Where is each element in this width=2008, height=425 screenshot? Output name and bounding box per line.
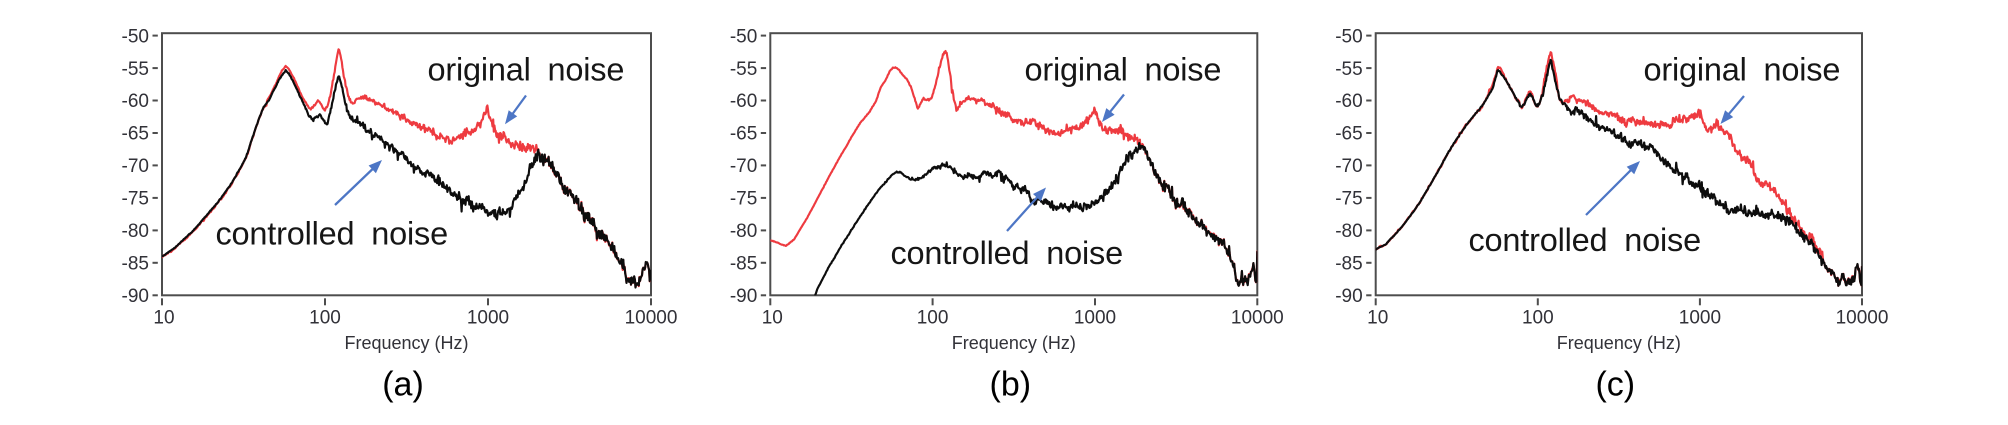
svg-text:-70: -70 [730, 156, 757, 177]
svg-text:controlled noise: controlled noise [891, 235, 1123, 271]
svg-text:-65: -65 [730, 124, 757, 145]
svg-text:-85: -85 [730, 254, 757, 275]
svg-text:-60: -60 [730, 91, 757, 112]
svg-text:-75: -75 [1335, 189, 1362, 210]
svg-text:-55: -55 [1335, 59, 1362, 80]
svg-text:-50: -50 [1335, 26, 1362, 47]
svg-text:(c): (c) [1595, 366, 1635, 404]
svg-text:-90: -90 [1335, 286, 1362, 307]
svg-text:-65: -65 [1335, 124, 1362, 145]
svg-text:-85: -85 [122, 254, 149, 275]
svg-text:1000: 1000 [1679, 307, 1721, 328]
svg-text:Frequency (Hz): Frequency (Hz) [952, 333, 1076, 353]
svg-text:1000: 1000 [1074, 307, 1116, 328]
svg-text:controlled noise: controlled noise [1469, 222, 1701, 258]
svg-text:-90: -90 [122, 286, 149, 307]
svg-text:-60: -60 [122, 91, 149, 112]
svg-text:-80: -80 [122, 221, 149, 242]
svg-text:-55: -55 [122, 59, 149, 80]
svg-text:-50: -50 [730, 26, 757, 47]
svg-text:original noise: original noise [1025, 52, 1222, 88]
svg-text:10000: 10000 [1231, 307, 1284, 328]
svg-text:-70: -70 [122, 156, 149, 177]
svg-text:-70: -70 [1335, 156, 1362, 177]
svg-text:-85: -85 [1335, 254, 1362, 275]
svg-text:-75: -75 [730, 189, 757, 210]
svg-text:-55: -55 [730, 59, 757, 80]
svg-text:(a): (a) [382, 366, 424, 404]
svg-text:Frequency (Hz): Frequency (Hz) [344, 333, 468, 353]
svg-text:(b): (b) [990, 366, 1032, 404]
svg-text:original noise: original noise [428, 52, 625, 88]
svg-text:10: 10 [153, 307, 174, 328]
svg-text:-80: -80 [730, 221, 757, 242]
svg-text:original noise: original noise [1644, 52, 1841, 88]
svg-text:1000: 1000 [467, 307, 509, 328]
svg-text:Frequency (Hz): Frequency (Hz) [1557, 333, 1681, 353]
svg-text:10000: 10000 [625, 307, 678, 328]
svg-text:10: 10 [1367, 307, 1388, 328]
svg-text:-50: -50 [122, 26, 149, 47]
svg-text:controlled noise: controlled noise [216, 215, 448, 251]
svg-text:100: 100 [917, 307, 949, 328]
svg-text:-80: -80 [1335, 221, 1362, 242]
svg-text:-65: -65 [122, 124, 149, 145]
svg-text:100: 100 [309, 307, 341, 328]
svg-text:-60: -60 [1335, 91, 1362, 112]
svg-text:-90: -90 [730, 286, 757, 307]
svg-text:10000: 10000 [1836, 307, 1889, 328]
svg-text:100: 100 [1522, 307, 1554, 328]
svg-text:10: 10 [762, 307, 783, 328]
svg-text:-75: -75 [122, 189, 149, 210]
